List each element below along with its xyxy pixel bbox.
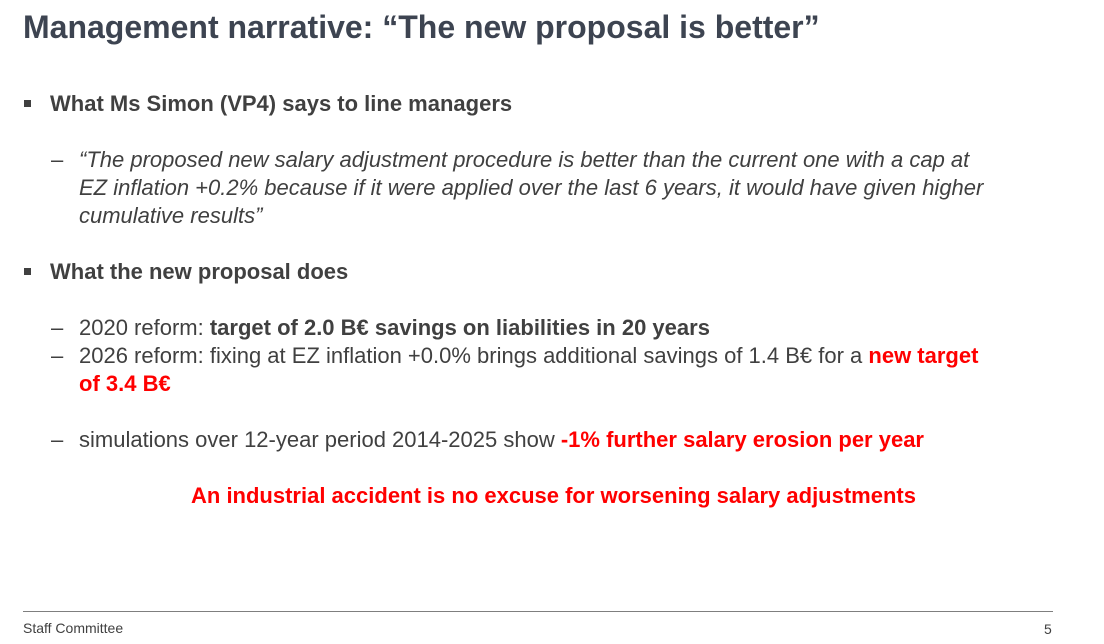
quote-line-1: “The proposed new salary adjustment proc… [79, 147, 970, 172]
dash-bullet-icon: – [51, 427, 64, 452]
list-item-2020-reform-target: target of 2.0 B€ savings on liabilities … [209, 315, 710, 340]
page-number: 5 [1044, 621, 1052, 637]
quote-line-3: cumulative results” [79, 203, 263, 228]
section-heading-ms-simon: What Ms Simon (VP4) says to line manager… [50, 91, 513, 116]
list-item-2026-reform-highlight-1: new target [868, 343, 979, 368]
section-heading-new-proposal: What the new proposal does [50, 259, 349, 284]
list-item-simulations-prefix: simulations over 12-year period 2014-202… [79, 427, 561, 452]
slide-title: Management narrative: “The new proposal … [23, 9, 820, 45]
square-bullet-icon [24, 268, 31, 275]
conclusion-statement: An industrial accident is no excuse for … [191, 483, 916, 508]
footer-divider [23, 611, 1053, 612]
dash-bullet-icon: – [51, 147, 64, 172]
list-item-simulations-highlight: -1% further salary erosion per year [560, 427, 924, 452]
list-item-simulations: simulations over 12-year period 2014-202… [79, 426, 924, 454]
list-item-2026-reform-prefix: 2026 reform: fixing at EZ inflation +0.0… [79, 343, 869, 368]
square-bullet-icon [24, 100, 31, 107]
dash-bullet-icon: – [51, 343, 64, 368]
list-item-2020-reform: 2020 reform: target of 2.0 B€ savings on… [79, 314, 710, 342]
list-item-2026-reform-highlight-2: of 3.4 B€ [79, 371, 171, 396]
list-item-2026-reform: 2026 reform: fixing at EZ inflation +0.0… [79, 342, 978, 370]
quote-line-2: EZ inflation +0.2% because if it were ap… [79, 175, 984, 200]
dash-bullet-icon: – [51, 315, 64, 340]
footer-organization: Staff Committee [23, 620, 124, 636]
list-item-2020-reform-prefix: 2020 reform: [79, 315, 210, 340]
